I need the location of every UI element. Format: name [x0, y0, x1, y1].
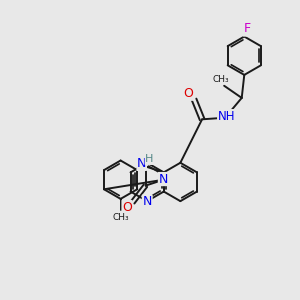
Text: N: N: [137, 158, 146, 170]
Text: O: O: [183, 87, 193, 100]
Text: N: N: [142, 195, 152, 208]
Text: F: F: [243, 23, 250, 36]
Text: CH₃: CH₃: [213, 75, 229, 84]
Text: N: N: [158, 172, 168, 186]
Text: NH: NH: [218, 110, 235, 123]
Text: CH₃: CH₃: [112, 213, 129, 222]
Text: F: F: [243, 22, 250, 35]
Text: H: H: [145, 154, 154, 164]
Text: N: N: [142, 195, 152, 208]
Text: O: O: [122, 200, 132, 214]
